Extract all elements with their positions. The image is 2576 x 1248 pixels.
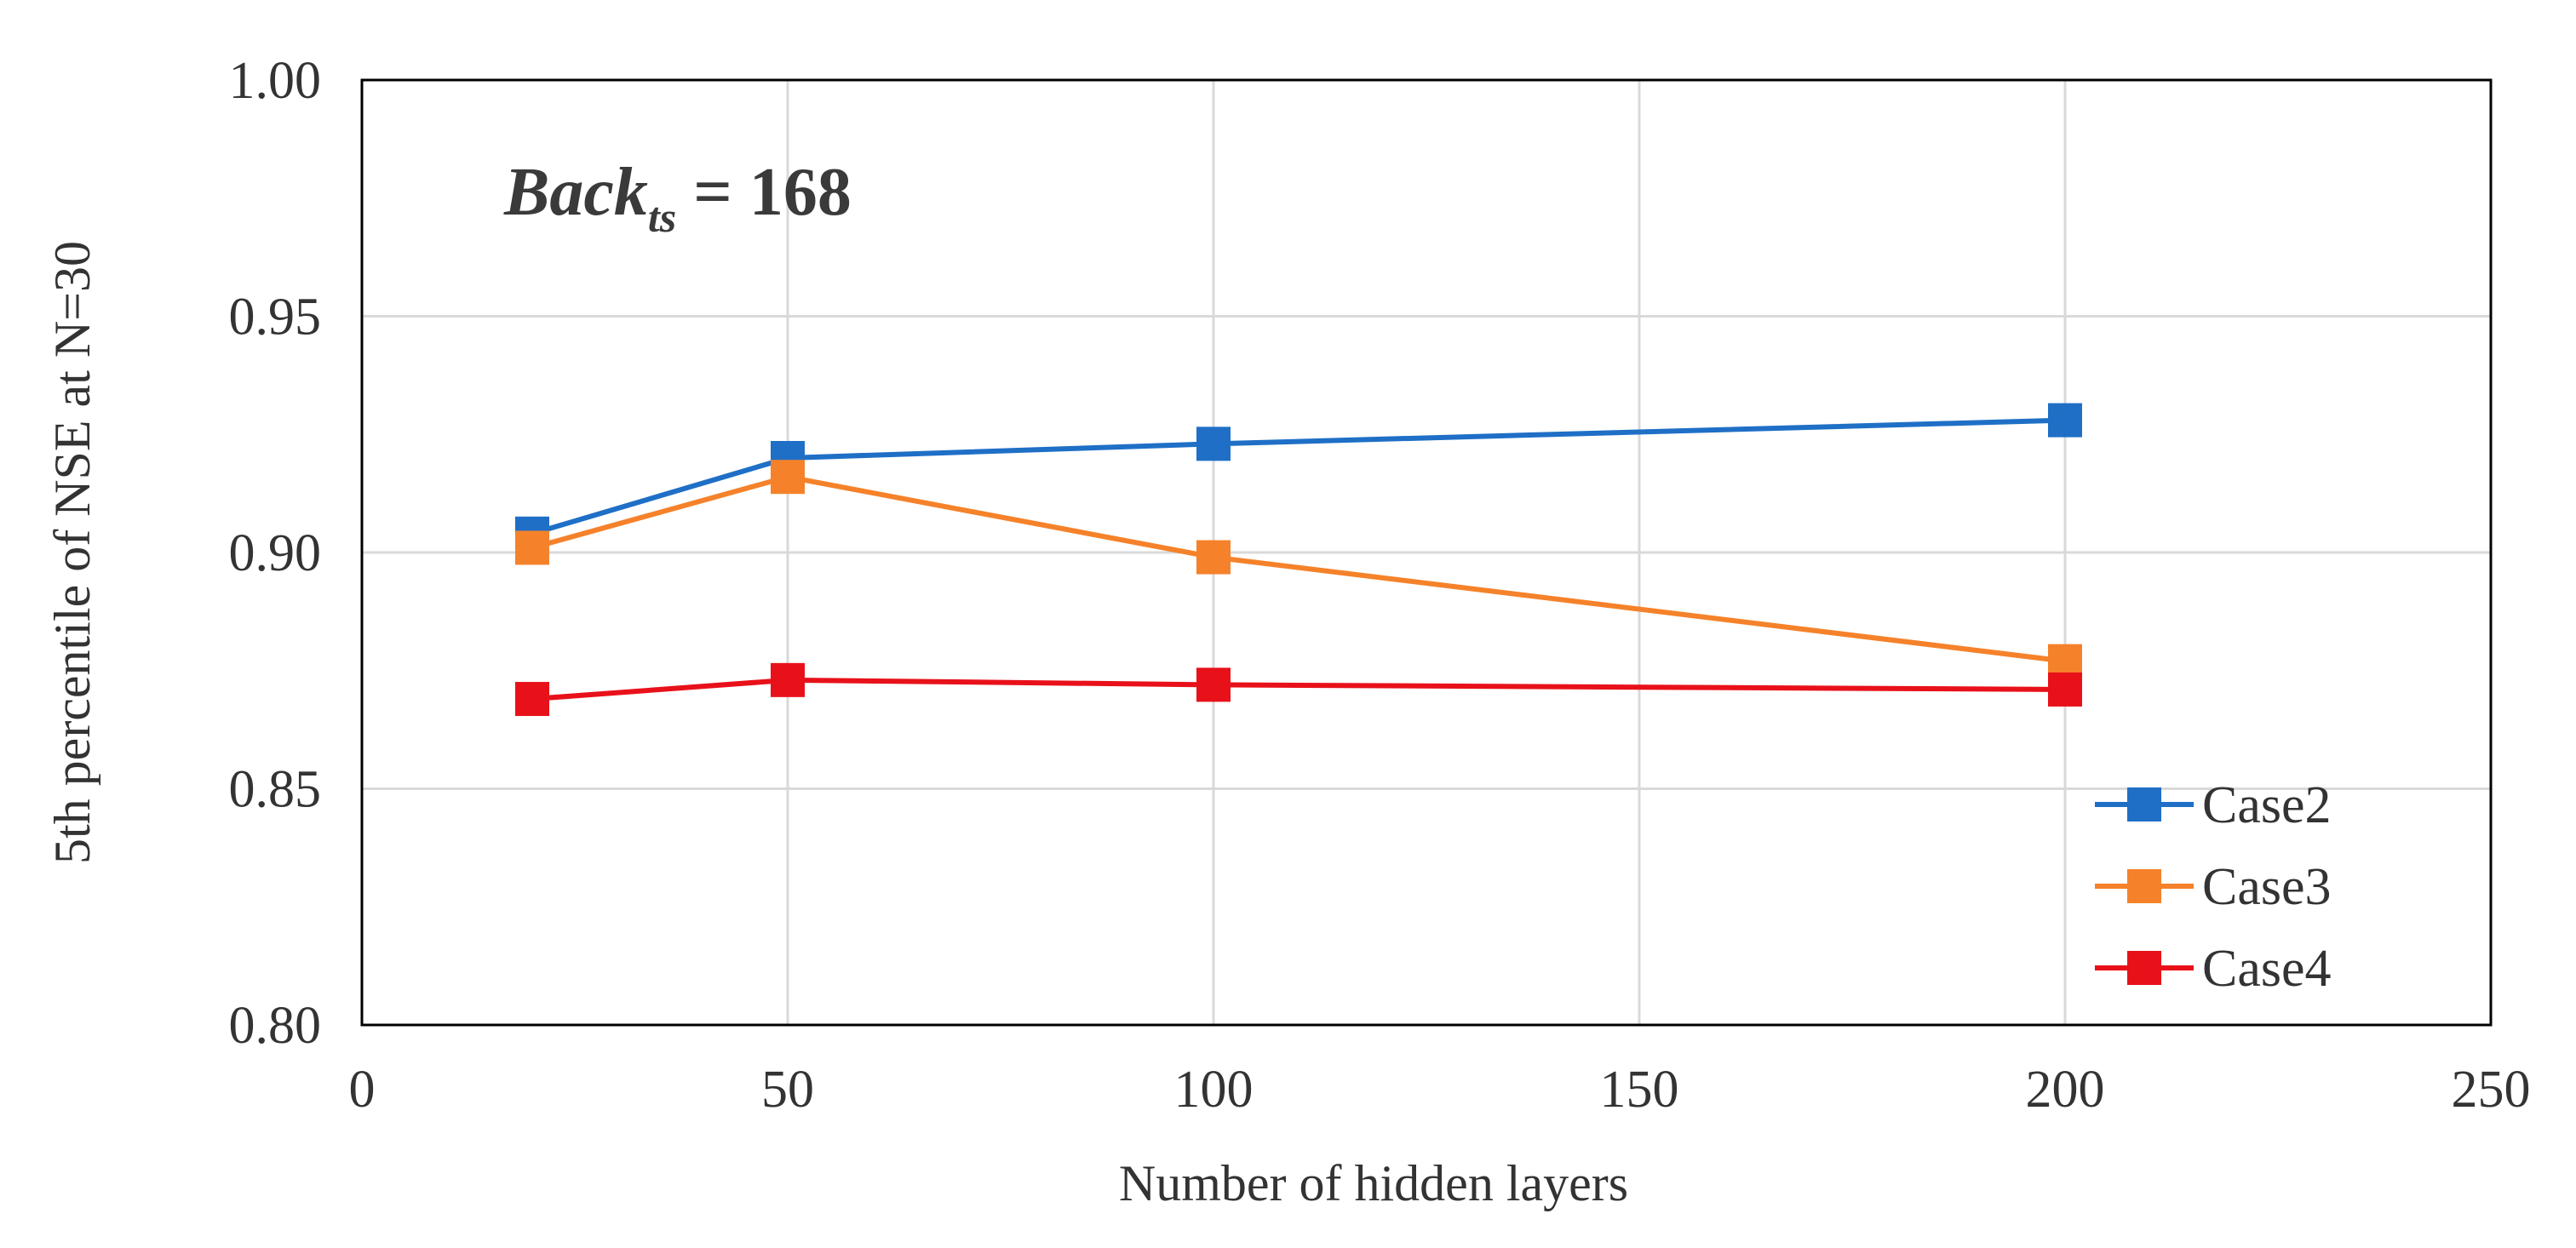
legend-label: Case3 [2202,858,2332,916]
y-tick-label: 0.80 [229,997,322,1055]
y-tick-label: 1.00 [229,52,322,110]
legend-label: Case2 [2202,776,2332,834]
data-point-marker [1196,426,1231,461]
y-tick-label: 0.95 [229,289,322,346]
series-case3 [515,460,2082,678]
gridlines [362,80,2491,1025]
y-tick-labels: 0.80 0.85 0.90 0.95 1.00 [229,52,322,1055]
series-line [531,417,2066,536]
legend-item-case4: Case4 [2095,940,2332,998]
data-point-marker [1196,540,1231,575]
data-point-marker [515,682,549,717]
series-case2 [515,403,2082,551]
legend-marker-swatch [2127,951,2161,985]
x-tick-label: 50 [761,1061,814,1119]
series-line [531,474,2066,664]
legend: Case2 Case3 Case4 [2095,776,2332,998]
series-layer [515,403,2082,717]
chart-annotation: Backts = 168 [503,155,852,241]
y-tick-label: 0.85 [229,761,322,819]
plot-area-frame [360,78,2493,1027]
legend-label: Case4 [2202,940,2332,998]
data-point-marker [2048,403,2082,438]
data-point-marker [515,530,549,565]
series-case4 [515,662,2082,717]
x-tick-label: 0 [349,1061,376,1119]
data-point-marker [1196,667,1231,702]
series-line [531,677,2066,702]
legend-marker-swatch [2127,787,2161,822]
x-tick-label: 200 [2026,1061,2105,1119]
x-tick-label: 250 [2452,1061,2531,1119]
x-axis-title: Number of hidden layers [1119,1155,1628,1211]
x-tick-labels: 0 50 100 150 200 250 [349,1061,2531,1119]
y-tick-label: 0.90 [229,524,322,582]
legend-item-case3: Case3 [2095,858,2332,916]
data-point-marker [2048,672,2082,707]
annotation-subscript: ts [648,193,676,241]
data-point-marker [771,662,805,697]
legend-item-case2: Case2 [2095,776,2332,834]
annotation-rest: = 168 [676,155,852,230]
annotation-base: Back [503,155,648,230]
legend-marker-swatch [2127,869,2161,903]
data-point-marker [771,460,805,495]
x-tick-label: 100 [1174,1061,1254,1119]
x-tick-label: 150 [1600,1061,1679,1119]
y-axis-title: 5th percentile of NSE at N=30 [44,241,100,864]
